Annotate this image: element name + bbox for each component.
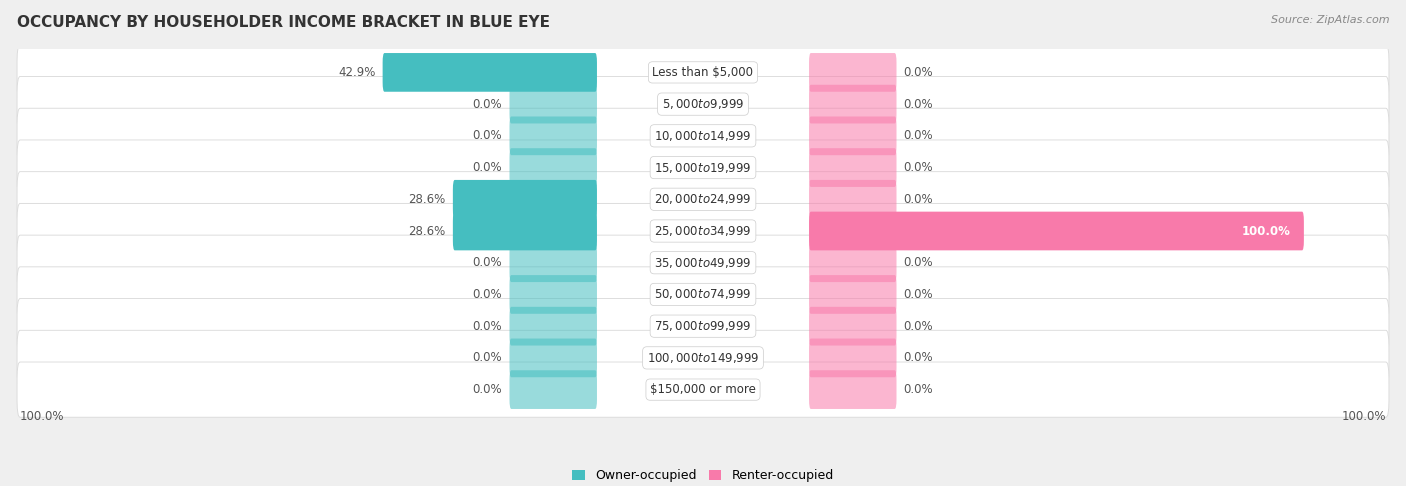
Text: 100.0%: 100.0%: [1341, 410, 1386, 423]
FancyBboxPatch shape: [808, 180, 897, 219]
Text: 0.0%: 0.0%: [904, 193, 934, 206]
FancyBboxPatch shape: [382, 53, 598, 92]
FancyBboxPatch shape: [509, 307, 598, 346]
FancyBboxPatch shape: [509, 339, 598, 377]
Text: 0.0%: 0.0%: [472, 256, 502, 269]
Text: $150,000 or more: $150,000 or more: [650, 383, 756, 396]
Text: $35,000 to $49,999: $35,000 to $49,999: [654, 256, 752, 270]
Text: Source: ZipAtlas.com: Source: ZipAtlas.com: [1271, 15, 1389, 25]
FancyBboxPatch shape: [17, 140, 1389, 195]
FancyBboxPatch shape: [17, 267, 1389, 322]
Text: $20,000 to $24,999: $20,000 to $24,999: [654, 192, 752, 206]
Text: 100.0%: 100.0%: [1241, 225, 1291, 238]
Text: 0.0%: 0.0%: [904, 351, 934, 364]
Text: 28.6%: 28.6%: [408, 193, 446, 206]
Text: Less than $5,000: Less than $5,000: [652, 66, 754, 79]
FancyBboxPatch shape: [509, 117, 598, 155]
Text: $75,000 to $99,999: $75,000 to $99,999: [654, 319, 752, 333]
Text: $5,000 to $9,999: $5,000 to $9,999: [662, 97, 744, 111]
Text: 0.0%: 0.0%: [472, 98, 502, 111]
Text: 0.0%: 0.0%: [472, 288, 502, 301]
FancyBboxPatch shape: [808, 53, 897, 92]
FancyBboxPatch shape: [808, 117, 897, 155]
Text: $100,000 to $149,999: $100,000 to $149,999: [647, 351, 759, 365]
Text: 0.0%: 0.0%: [472, 383, 502, 396]
FancyBboxPatch shape: [17, 362, 1389, 417]
FancyBboxPatch shape: [509, 370, 598, 409]
Text: 0.0%: 0.0%: [904, 256, 934, 269]
FancyBboxPatch shape: [17, 108, 1389, 163]
FancyBboxPatch shape: [17, 45, 1389, 100]
Text: 0.0%: 0.0%: [904, 288, 934, 301]
FancyBboxPatch shape: [509, 148, 598, 187]
FancyBboxPatch shape: [808, 339, 897, 377]
FancyBboxPatch shape: [453, 211, 598, 250]
Text: $10,000 to $14,999: $10,000 to $14,999: [654, 129, 752, 143]
Text: $15,000 to $19,999: $15,000 to $19,999: [654, 160, 752, 174]
FancyBboxPatch shape: [453, 180, 598, 219]
Text: 28.6%: 28.6%: [408, 225, 446, 238]
FancyBboxPatch shape: [17, 298, 1389, 354]
FancyBboxPatch shape: [808, 243, 897, 282]
Text: 100.0%: 100.0%: [20, 410, 65, 423]
FancyBboxPatch shape: [808, 370, 897, 409]
Text: 0.0%: 0.0%: [904, 98, 934, 111]
FancyBboxPatch shape: [509, 275, 598, 314]
FancyBboxPatch shape: [17, 330, 1389, 385]
Text: 0.0%: 0.0%: [472, 129, 502, 142]
Text: 0.0%: 0.0%: [904, 161, 934, 174]
FancyBboxPatch shape: [17, 235, 1389, 290]
Text: 0.0%: 0.0%: [904, 383, 934, 396]
FancyBboxPatch shape: [808, 148, 897, 187]
FancyBboxPatch shape: [808, 85, 897, 123]
Text: 42.9%: 42.9%: [337, 66, 375, 79]
FancyBboxPatch shape: [808, 211, 1303, 250]
FancyBboxPatch shape: [808, 307, 897, 346]
Text: 0.0%: 0.0%: [472, 351, 502, 364]
Text: 0.0%: 0.0%: [904, 320, 934, 333]
Text: $25,000 to $34,999: $25,000 to $34,999: [654, 224, 752, 238]
Text: 0.0%: 0.0%: [472, 161, 502, 174]
Text: 0.0%: 0.0%: [904, 129, 934, 142]
Text: 0.0%: 0.0%: [472, 320, 502, 333]
FancyBboxPatch shape: [17, 204, 1389, 259]
FancyBboxPatch shape: [509, 243, 598, 282]
Text: $50,000 to $74,999: $50,000 to $74,999: [654, 287, 752, 301]
Text: OCCUPANCY BY HOUSEHOLDER INCOME BRACKET IN BLUE EYE: OCCUPANCY BY HOUSEHOLDER INCOME BRACKET …: [17, 15, 550, 30]
FancyBboxPatch shape: [808, 275, 897, 314]
Text: 0.0%: 0.0%: [904, 66, 934, 79]
FancyBboxPatch shape: [509, 85, 598, 123]
FancyBboxPatch shape: [17, 76, 1389, 132]
Legend: Owner-occupied, Renter-occupied: Owner-occupied, Renter-occupied: [572, 469, 834, 482]
FancyBboxPatch shape: [17, 172, 1389, 227]
